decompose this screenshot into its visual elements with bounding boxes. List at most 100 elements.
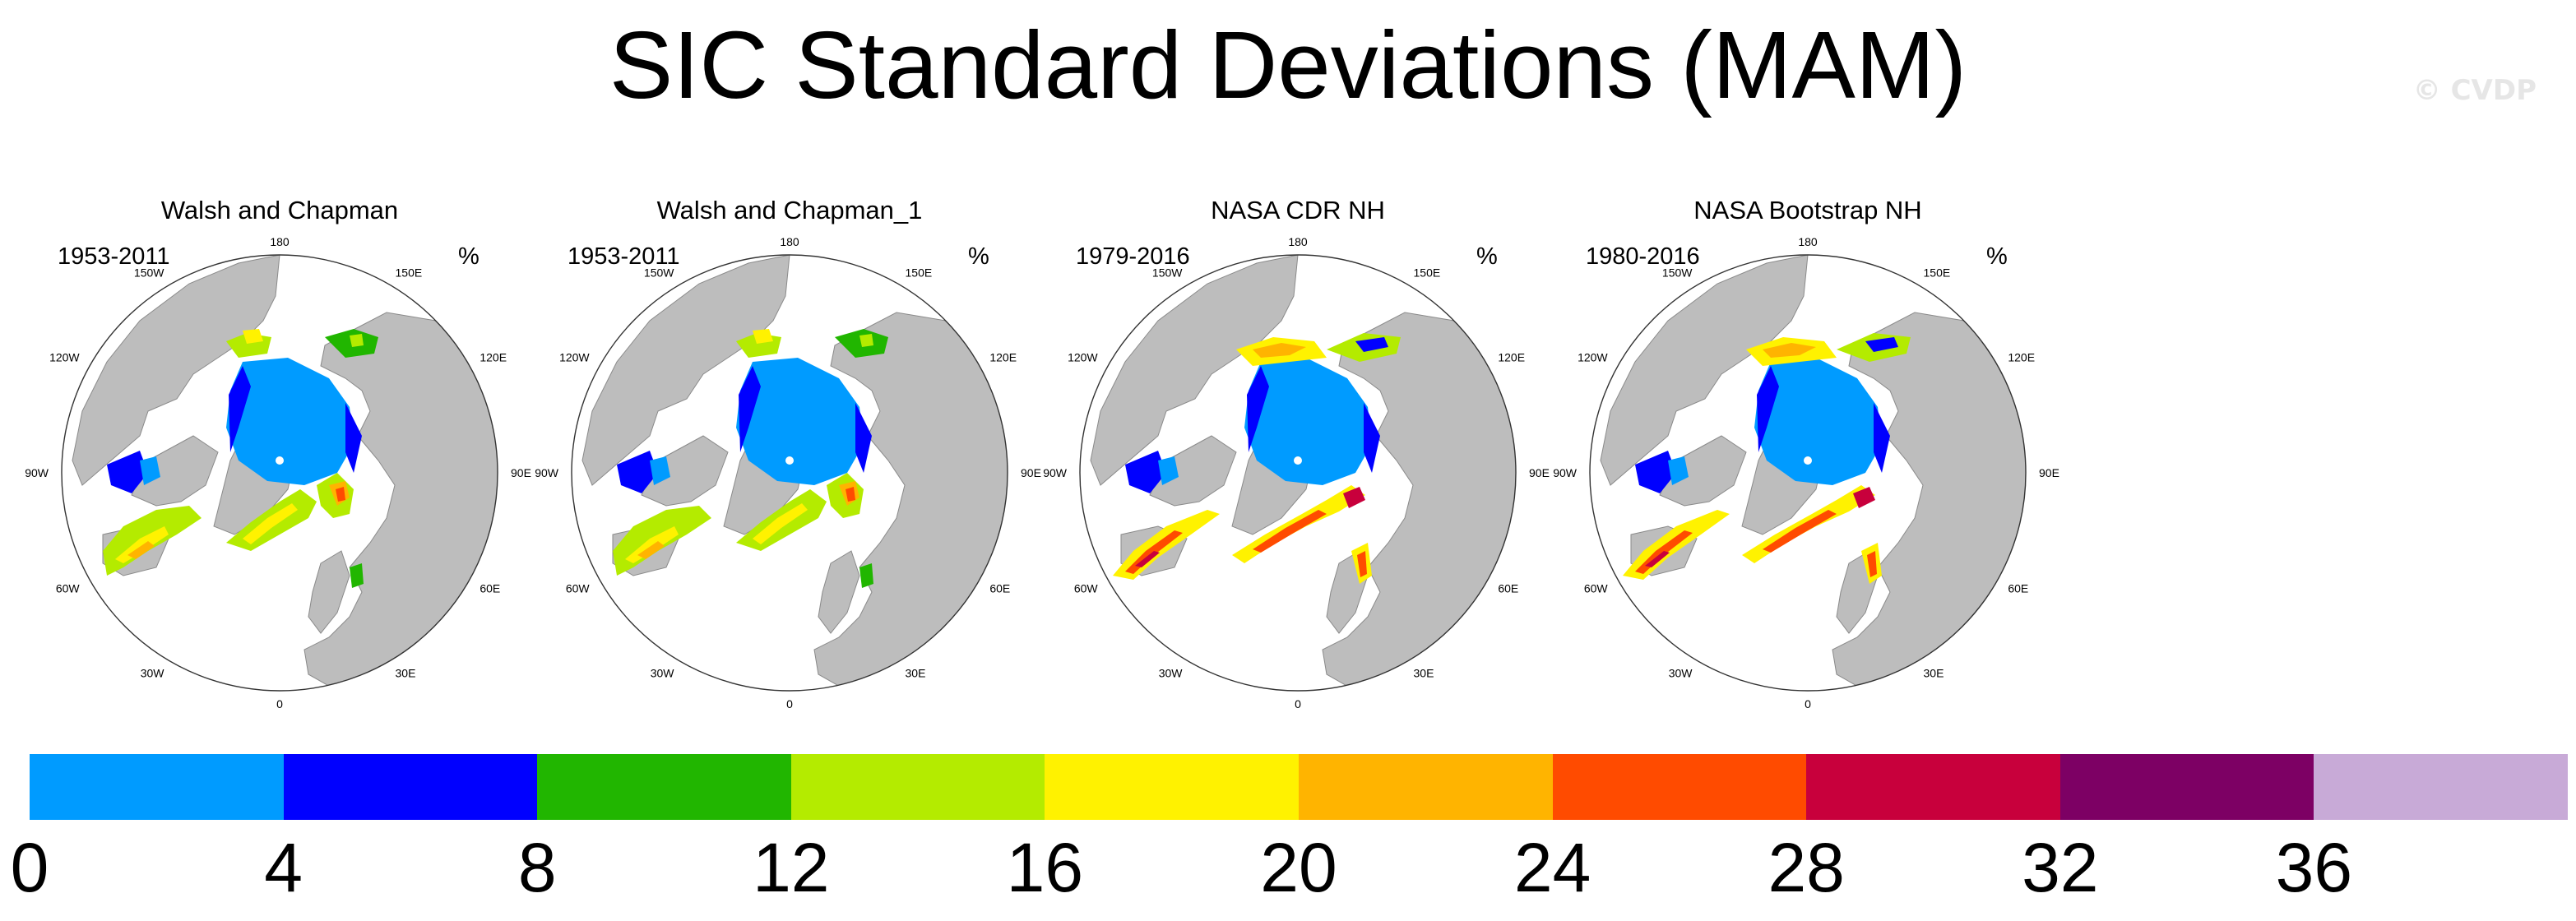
panel-period: 1953-2011 — [58, 243, 170, 270]
longitude-label: 90W — [1553, 466, 1578, 479]
longitude-label: 60E — [2008, 582, 2028, 595]
sic-field — [1623, 333, 1911, 584]
sic-field — [613, 329, 888, 588]
longitude-label: 0 — [1295, 697, 1301, 710]
longitude-label: 90E — [1021, 466, 1041, 479]
longitude-label: 30W — [1669, 666, 1693, 679]
longitude-label: 120W — [1068, 351, 1098, 364]
panel-title: NASA Bootstrap NH — [1693, 196, 1922, 224]
longitude-label: 150W — [644, 266, 674, 280]
longitude-label: 120W — [49, 351, 80, 364]
colorbar-segment — [1806, 754, 2060, 820]
longitude-label: 150W — [1152, 266, 1183, 280]
longitude-label: 30E — [396, 666, 416, 679]
colorbar-segment — [2059, 754, 2314, 820]
land-mass — [308, 550, 350, 634]
panel-title: Walsh and Chapman_1 — [656, 196, 923, 224]
polar-map: 180 150E 120E 90E 60E 30E 0 30W 60W 90W 120W 150W — [535, 235, 1041, 710]
colorbar-tick-label: 20 — [1260, 829, 1337, 906]
colorbar-tick-label: 12 — [753, 829, 830, 906]
colorbar-tick-labels: 0 4 8 12 16 20 24 28 32 36 — [0, 826, 2576, 909]
longitude-label: 0 — [786, 697, 793, 710]
longitude-label: 0 — [276, 697, 283, 710]
longitude-label: 30W — [1159, 666, 1184, 679]
sic-field — [103, 329, 378, 588]
panel-unit: % — [968, 243, 989, 270]
colorbar-tick-label: 24 — [1513, 829, 1591, 906]
longitude-label: 180 — [1798, 235, 1818, 248]
longitude-label: 120E — [1498, 351, 1525, 364]
map-panel-2: 180 150E 120E 90E 60E 30E 0 30W 60W 90W 120W 150W Wa… — [535, 189, 1045, 715]
longitude-label: 30W — [651, 666, 675, 679]
colorbar-tick-label: 32 — [2022, 829, 2099, 906]
colorbar-tick-label: 4 — [264, 829, 303, 906]
colorbar-segment — [1045, 754, 1299, 820]
longitude-label: 0 — [1805, 697, 1811, 710]
panel-title: Walsh and Chapman — [160, 196, 399, 224]
colorbar-segment — [1298, 754, 1553, 820]
longitude-label: 150W — [1662, 266, 1693, 280]
longitude-label: 90W — [1043, 466, 1068, 479]
colorbar-segment — [2314, 754, 2568, 820]
longitude-label: 120E — [480, 351, 507, 364]
longitude-label: 30E — [906, 666, 926, 679]
panel-unit: % — [458, 243, 480, 270]
panel-period: 1979-2016 — [1076, 243, 1190, 270]
longitude-label: 30W — [141, 666, 165, 679]
colorbar — [30, 754, 2568, 820]
polar-map: 180 150E 120E 90E 60E 30E 0 30W 60W 90W 120W 150W — [25, 235, 531, 710]
map-panel-4: 180 150E 120E 90E 60E 30E 0 30W 60W 90W 120W 150W NA… — [1553, 189, 2063, 715]
longitude-label: 180 — [780, 235, 799, 248]
land-mass — [1149, 435, 1237, 507]
colorbar-segment — [537, 754, 791, 820]
longitude-label: 150E — [1414, 266, 1441, 280]
longitude-label: 180 — [1288, 235, 1308, 248]
colorbar-tick-label: 36 — [2275, 829, 2353, 906]
figure-title: SIC Standard Deviations (MAM) — [609, 12, 1967, 118]
land-mass — [641, 435, 729, 507]
colorbar-tick-label: 16 — [1006, 829, 1084, 906]
longitude-label: 180 — [270, 235, 290, 248]
longitude-label: 150E — [1924, 266, 1951, 280]
longitude-label: 120E — [989, 351, 1017, 364]
colorbar-segment — [790, 754, 1045, 820]
land-mass — [1600, 255, 1809, 486]
colorbar-tick-label: 28 — [1768, 829, 1845, 906]
panel-unit: % — [1476, 243, 1498, 270]
longitude-label: 90E — [511, 466, 531, 479]
longitude-label: 150E — [396, 266, 423, 280]
longitude-label: 30E — [1414, 666, 1434, 679]
colorbar-segment — [1552, 754, 1807, 820]
longitude-label: 150W — [134, 266, 164, 280]
longitude-label: 30E — [1924, 666, 1944, 679]
longitude-label: 90W — [25, 466, 49, 479]
map-panel-1: 180 150E 120E 90E 60E 30E 0 30W 60W 90W 120W 150W Wa… — [25, 189, 535, 715]
longitude-label: 90E — [1529, 466, 1550, 479]
longitude-label: 60W — [1584, 582, 1609, 595]
longitude-label: 60W — [566, 582, 591, 595]
land-mass — [1659, 435, 1747, 507]
longitude-label: 90E — [2039, 466, 2059, 479]
longitude-label: 60E — [480, 582, 500, 595]
land-mass — [131, 435, 219, 507]
longitude-label: 60E — [989, 582, 1010, 595]
watermark: © CVDP — [2412, 74, 2537, 107]
longitude-label: 60E — [1498, 582, 1518, 595]
colorbar-segment — [30, 754, 284, 820]
longitude-label: 150E — [906, 266, 933, 280]
panel-period: 1953-2011 — [568, 243, 680, 270]
longitude-label: 120W — [1578, 351, 1608, 364]
polar-map: 180 150E 120E 90E 60E 30E 0 30W 60W 90W 120W 150W — [1043, 235, 1550, 710]
polar-map: 180 150E 120E 90E 60E 30E 0 30W 60W 90W 120W 150W — [1553, 235, 2059, 710]
panel-unit: % — [1986, 243, 2008, 270]
land-mass — [1090, 255, 1299, 486]
map-panel-3: 180 150E 120E 90E 60E 30E 0 30W 60W 90W 120W 150W NA… — [1043, 189, 1553, 715]
longitude-label: 120E — [2008, 351, 2035, 364]
land-mass — [818, 550, 860, 634]
colorbar-tick-label: 0 — [10, 829, 49, 906]
longitude-label: 90W — [535, 466, 559, 479]
sic-field — [1113, 333, 1401, 584]
colorbar-tick-label: 8 — [517, 829, 557, 906]
panel-period: 1980-2016 — [1586, 243, 1700, 270]
longitude-label: 60W — [1074, 582, 1099, 595]
